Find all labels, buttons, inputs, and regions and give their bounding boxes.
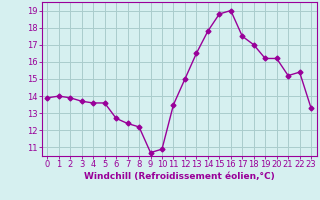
X-axis label: Windchill (Refroidissement éolien,°C): Windchill (Refroidissement éolien,°C): [84, 172, 275, 181]
